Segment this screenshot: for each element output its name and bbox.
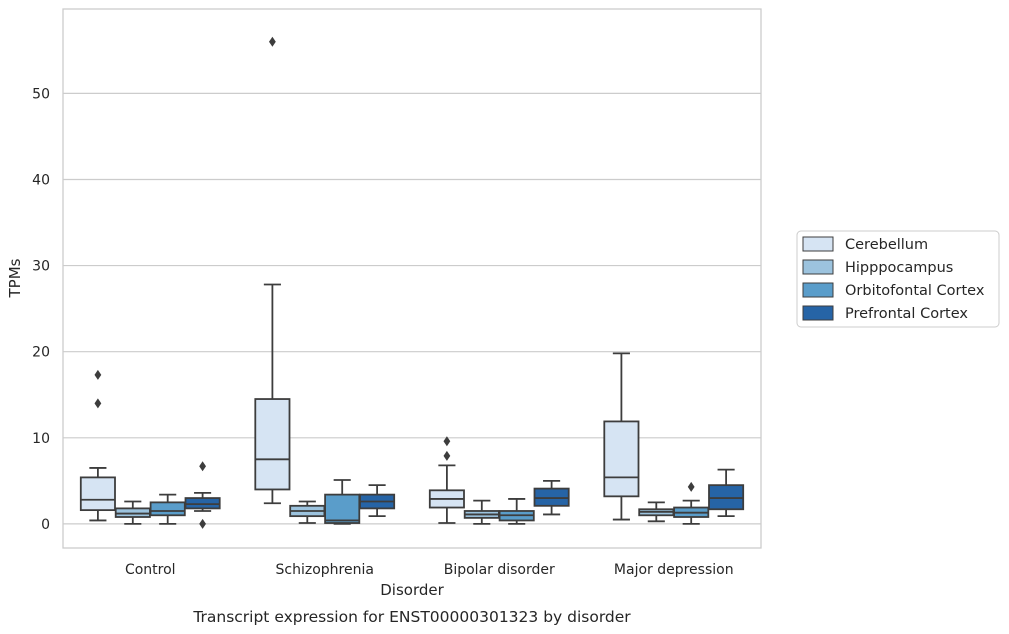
- x-tick-label: Bipolar disorder: [444, 562, 555, 578]
- plot-area: [63, 9, 761, 548]
- box: [603, 420, 640, 498]
- outlier-point: [269, 36, 276, 47]
- legend-frame: [796, 230, 1000, 328]
- box: [79, 476, 116, 512]
- y-tick-label: 20: [32, 345, 50, 361]
- y-tick-label: 0: [41, 517, 50, 533]
- x-axis-title: Disorder: [380, 581, 444, 599]
- outlier-point: [94, 369, 102, 380]
- box-group: [254, 36, 396, 525]
- box: [149, 501, 186, 517]
- box: [324, 493, 361, 524]
- outlier-point: [199, 461, 206, 472]
- legend-label: Cerebellum: [845, 237, 928, 253]
- legend: Cerebellum Hipppocampus Orbitofontal Corte…: [796, 230, 1000, 328]
- y-tick-label: 10: [32, 431, 50, 447]
- legend-swatch: [802, 282, 834, 298]
- x-tick-label: Schizophrenia: [276, 562, 374, 578]
- outlier-point: [443, 436, 451, 447]
- y-tick-label: 50: [32, 86, 50, 102]
- x-tick-labels: Control Schizophrenia Bipolar disorder Majo…: [125, 562, 734, 578]
- box-groups: [79, 36, 745, 529]
- outlier-point: [199, 518, 206, 529]
- x-tick-label: Major depression: [614, 562, 734, 578]
- legend-label: Hipppocampus: [845, 260, 953, 276]
- box-group: [79, 369, 221, 529]
- box: [254, 398, 291, 491]
- outlier-point: [443, 450, 451, 461]
- plot-frame: [62, 8, 762, 549]
- legend-swatch: [802, 236, 834, 252]
- box-group: [428, 436, 570, 525]
- y-tick-labels: 0 10 20 30 40 50: [32, 86, 50, 533]
- y-axis-title: TPMs: [6, 258, 24, 298]
- y-tick-label: 40: [32, 172, 50, 188]
- outlier-point: [94, 398, 102, 409]
- outlier-point: [687, 481, 695, 492]
- legend-swatch: [802, 259, 834, 275]
- chart-caption: Transcript expression for ENST0000030132…: [192, 608, 631, 626]
- legend-label: Orbitofontal Cortex: [845, 283, 985, 299]
- legend-label: Prefrontal Cortex: [845, 306, 968, 322]
- legend-swatch: [802, 305, 834, 321]
- x-tick-label: Control: [125, 562, 176, 578]
- gridlines: [63, 92, 761, 525]
- y-tick-label: 30: [32, 259, 50, 275]
- box-group: [603, 352, 745, 525]
